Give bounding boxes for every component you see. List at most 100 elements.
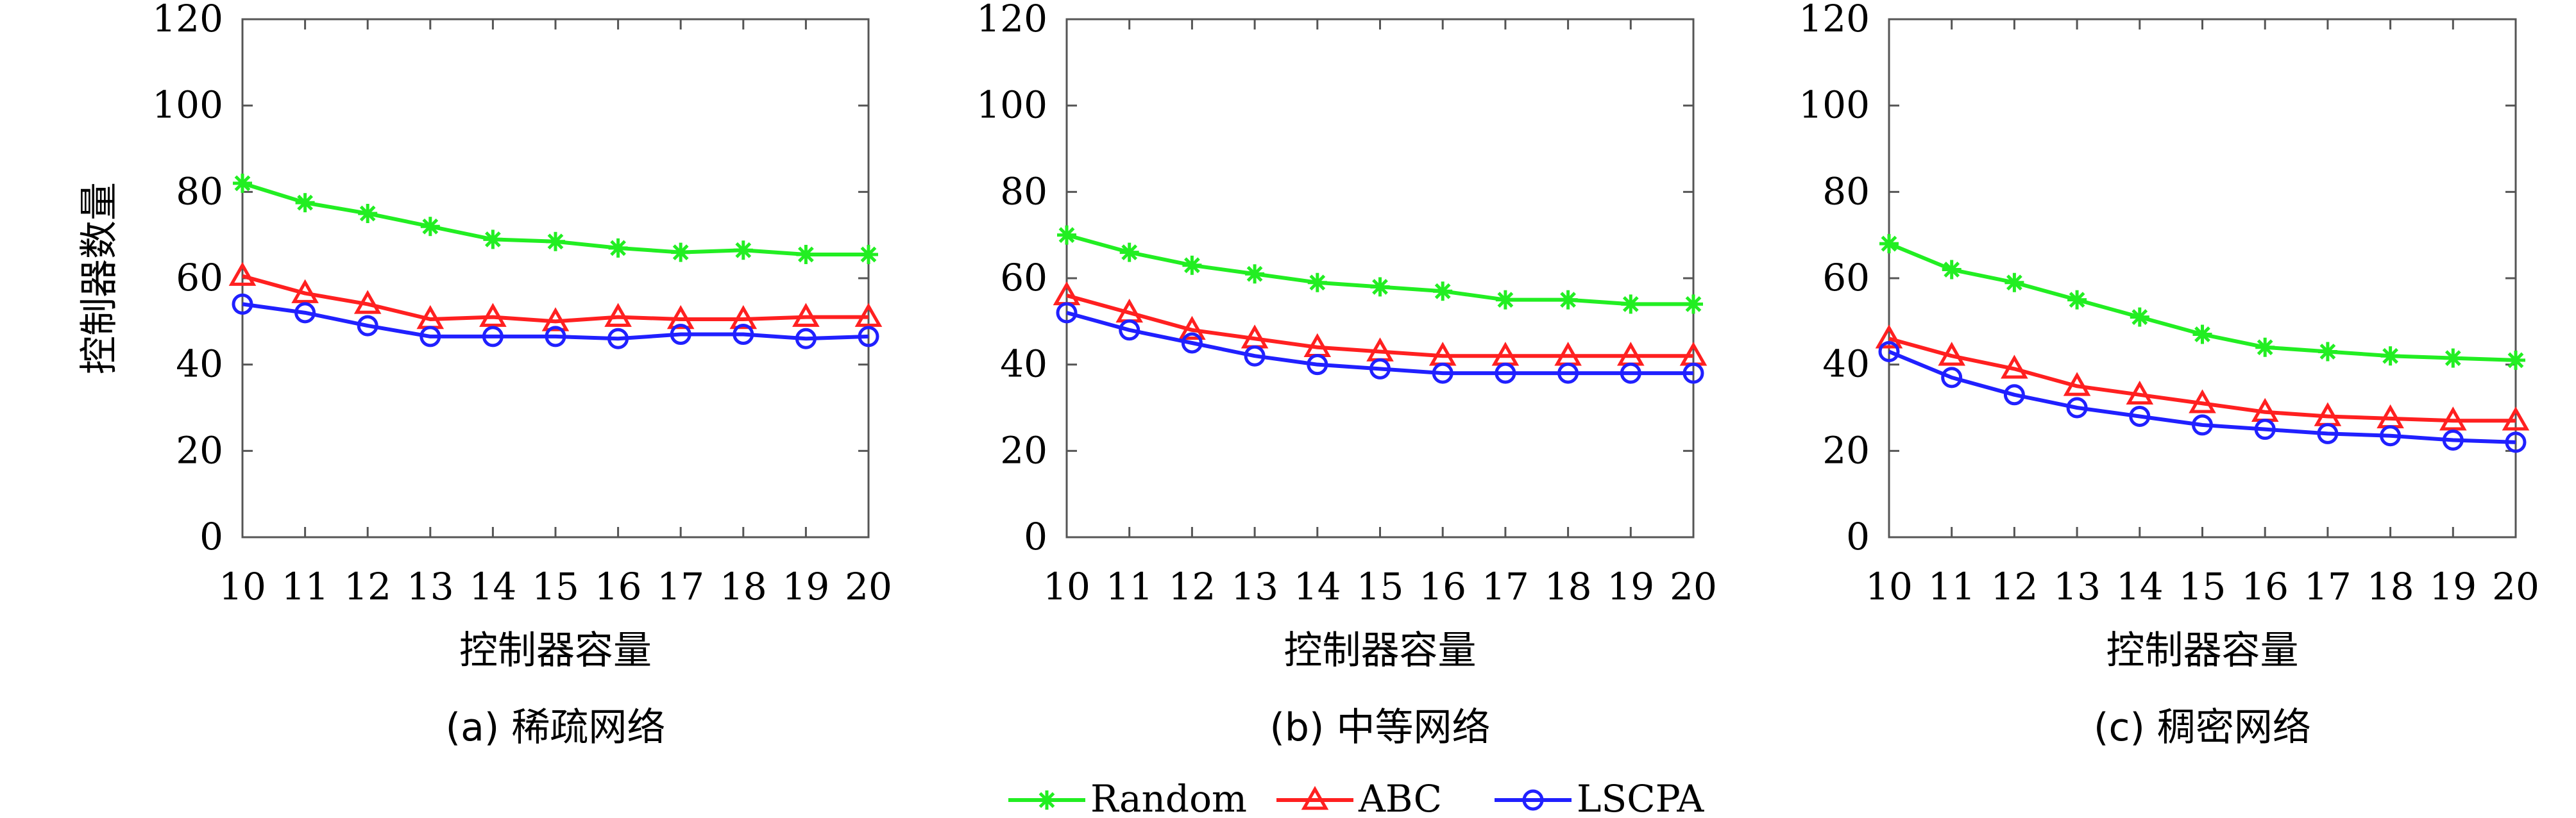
data-point-abc <box>854 303 883 327</box>
y-tick-label: 80 <box>1822 169 1870 213</box>
series-line-lscpa <box>242 302 869 341</box>
data-point-lscpa <box>1307 354 1328 376</box>
data-point-lscpa <box>1119 319 1140 341</box>
data-point-random-stroke <box>2507 352 2524 369</box>
legend-entry-lscpa: LSCPA <box>1495 777 1704 818</box>
data-point-lscpa <box>294 302 316 324</box>
y-tick-label: 100 <box>1799 83 1870 127</box>
data-point-lscpa <box>2505 431 2527 453</box>
data-point-lscpa <box>2066 397 2088 419</box>
data-point-lscpa-shape <box>1181 332 1203 354</box>
data-point-abc-shape <box>353 290 382 314</box>
data-point-abc <box>2502 406 2530 431</box>
data-point-abc <box>2126 380 2154 405</box>
data-point-random-stroke <box>1560 292 1576 308</box>
data-point-lscpa <box>357 315 378 337</box>
x-tick-label: 18 <box>720 565 767 608</box>
data-point-lscpa-shape <box>2192 414 2213 436</box>
data-point-random <box>295 193 315 213</box>
data-point-lscpa-shape <box>1056 302 1078 324</box>
data-point-random <box>1558 290 1578 310</box>
y-tick-label: 120 <box>976 0 1047 40</box>
x-axis-label: 控制器容量 <box>459 628 652 673</box>
x-tick-label: 20 <box>1670 565 1717 608</box>
data-point-random <box>1879 234 1899 254</box>
x-tick-label: 15 <box>2179 565 2226 608</box>
data-point-lscpa-shape <box>1244 345 1266 367</box>
data-point-abc <box>1178 315 1206 340</box>
data-point-lscpa-shape <box>1307 354 1328 376</box>
data-point-random <box>1245 264 1265 284</box>
data-point-random-stroke <box>735 242 752 258</box>
data-point-abc <box>479 303 507 327</box>
data-point-random-stroke <box>860 246 877 263</box>
data-point-lscpa <box>1432 362 1453 384</box>
data-point-lscpa <box>733 324 754 346</box>
data-point-lscpa <box>1557 362 1579 384</box>
data-point-lscpa-shape <box>1878 340 1900 362</box>
series-random <box>1057 225 1703 314</box>
legend-label: Random <box>1090 777 1247 818</box>
data-point-lscpa-shape <box>2317 422 2339 444</box>
data-point-lscpa <box>2317 422 2339 444</box>
data-point-abc-shape <box>2126 380 2154 405</box>
x-tick-label: 11 <box>1106 565 1153 608</box>
data-point-lscpa-shape <box>858 326 879 347</box>
data-point-lscpa-shape <box>2129 405 2151 427</box>
x-tick-label: 16 <box>1419 565 1466 608</box>
data-point-random <box>358 204 378 223</box>
data-point-lscpa <box>670 324 691 346</box>
data-point-lscpa-shape <box>795 328 817 349</box>
data-point-abc-shape <box>228 262 257 286</box>
data-point-random-stroke <box>2382 347 2398 364</box>
x-tick-label: 14 <box>1294 565 1341 608</box>
x-tick-label: 17 <box>657 565 704 608</box>
data-point-random-stroke <box>2319 344 2336 360</box>
data-point-lscpa-shape <box>2505 431 2527 453</box>
data-point-random <box>796 244 816 264</box>
series-abc <box>1053 281 1707 366</box>
y-tick-label: 100 <box>152 83 223 127</box>
data-point-random <box>1182 255 1202 275</box>
data-point-random-stroke <box>1121 244 1138 260</box>
data-point-random <box>233 173 252 193</box>
data-point-random <box>483 230 503 249</box>
data-point-lscpa <box>1682 362 1704 384</box>
y-tick-label: 60 <box>176 256 223 299</box>
data-point-abc-shape <box>2001 355 2028 379</box>
data-point-random <box>608 238 628 258</box>
data-point-random-stroke <box>1881 235 1897 252</box>
data-point-random-stroke <box>1622 296 1639 312</box>
data-point-abc <box>1938 342 1966 366</box>
data-point-abc <box>1875 324 1903 349</box>
data-point-random-stroke <box>1685 296 1702 312</box>
x-tick-label: 18 <box>2367 565 2414 608</box>
data-point-lscpa-shape <box>2380 425 2402 447</box>
data-point-lscpa-shape <box>1557 362 1579 384</box>
x-tick-label: 14 <box>469 565 516 608</box>
data-point-random-stroke <box>1184 257 1200 274</box>
y-tick-label: 120 <box>1799 0 1870 40</box>
y-tick-label: 0 <box>1024 515 1047 558</box>
legend-label: ABC <box>1358 777 1442 818</box>
series-line-abc <box>1888 337 2516 423</box>
data-point-lscpa <box>482 326 504 347</box>
legend-marker-shape <box>1301 785 1329 810</box>
x-tick-label: 14 <box>2116 565 2164 608</box>
data-point-abc <box>541 307 570 331</box>
data-point-lscpa-shape <box>232 293 253 315</box>
data-point-lscpa <box>2129 405 2151 427</box>
x-tick-label: 13 <box>407 565 454 608</box>
data-point-abc-shape <box>604 303 632 327</box>
data-point-random <box>733 240 753 260</box>
legend-label: LSCPA <box>1577 777 1704 818</box>
data-point-random-stroke <box>297 194 313 211</box>
data-point-random-stroke <box>2131 309 2148 325</box>
data-point-lscpa <box>232 293 253 315</box>
data-point-abc-shape <box>1938 342 1966 366</box>
data-point-lscpa-shape <box>670 324 691 346</box>
plot-frame <box>1888 18 2517 538</box>
data-point-lscpa <box>1244 345 1266 367</box>
data-point-abc-shape <box>2063 372 2091 396</box>
data-point-lscpa <box>1941 367 1963 388</box>
